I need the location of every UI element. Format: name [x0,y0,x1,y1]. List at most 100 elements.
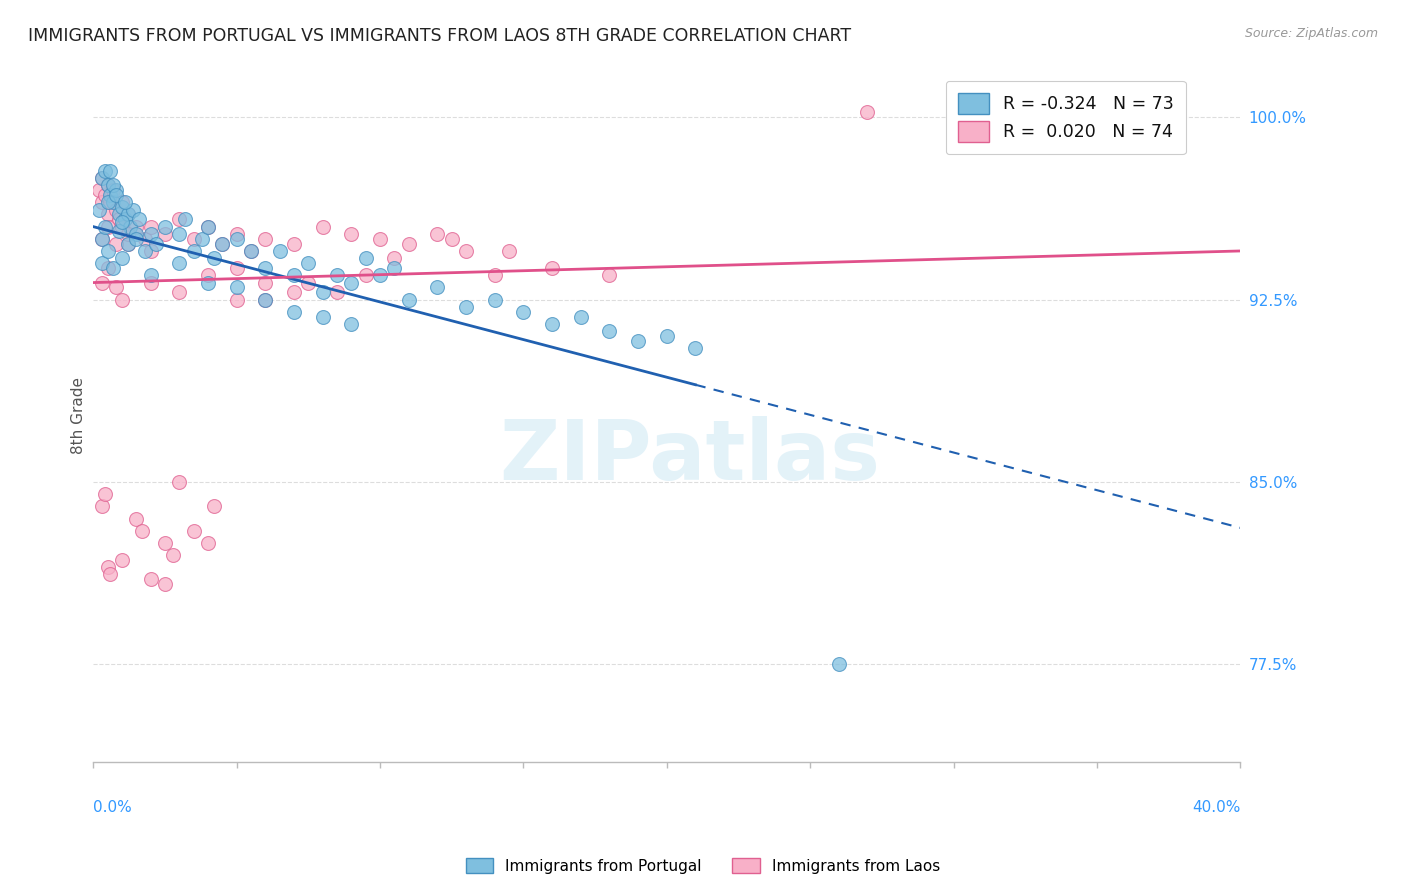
Point [202,252,225,266]
Point [105,183,128,197]
Point [856,105,879,120]
Point [100,188,122,202]
Point [254,232,277,246]
Point [120,219,142,234]
Point [569,310,592,324]
Point [685,341,707,355]
Point [90,232,112,246]
Point [134,232,156,246]
Point [426,280,449,294]
Text: 0.0%: 0.0% [93,800,132,815]
Point [139,219,162,234]
Text: IMMIGRANTS FROM PORTUGAL VS IMMIGRANTS FROM LAOS 8TH GRADE CORRELATION CHART: IMMIGRANTS FROM PORTUGAL VS IMMIGRANTS F… [28,27,851,45]
Point [197,536,219,550]
Point [111,215,134,229]
Point [100,163,122,178]
Point [202,500,225,514]
Point [354,252,377,266]
Point [96,207,118,221]
Point [398,236,420,251]
Point [90,195,112,210]
Point [96,178,118,193]
Point [254,276,277,290]
Text: 40.0%: 40.0% [1192,800,1240,815]
Point [122,202,145,217]
Point [254,260,277,275]
Point [139,268,162,283]
Y-axis label: 8th Grade: 8th Grade [72,376,86,454]
Point [167,285,190,300]
Point [484,293,506,307]
Point [225,260,247,275]
Point [96,178,118,193]
Point [90,256,112,270]
Point [498,244,520,258]
Point [105,188,128,202]
Point [108,207,131,221]
Point [627,334,650,348]
Point [191,232,214,246]
Point [197,219,219,234]
Point [153,577,176,591]
Point [105,280,128,294]
Point [239,244,262,258]
Point [128,212,150,227]
Point [512,305,534,319]
Point [108,225,131,239]
Point [225,280,247,294]
Legend: Immigrants from Portugal, Immigrants from Laos: Immigrants from Portugal, Immigrants fro… [460,852,946,880]
Legend: R = -0.324   N = 73, R =  0.020   N = 74: R = -0.324 N = 73, R = 0.020 N = 74 [946,80,1185,154]
Point [197,268,219,283]
Point [90,171,112,186]
Point [311,285,333,300]
Point [598,324,620,338]
Point [183,524,205,538]
Point [254,293,277,307]
Point [90,171,112,186]
Point [183,232,205,246]
Point [162,548,184,562]
Point [103,178,125,193]
Point [105,236,128,251]
Point [211,236,233,251]
Point [103,260,125,275]
Point [117,236,139,251]
Point [828,657,851,672]
Point [145,236,167,251]
Point [111,200,134,214]
Point [153,227,176,241]
Point [368,232,391,246]
Point [90,500,112,514]
Point [340,317,363,331]
Point [254,293,277,307]
Point [440,232,463,246]
Point [340,276,363,290]
Point [131,524,153,538]
Point [103,183,125,197]
Point [541,260,564,275]
Point [153,536,176,550]
Point [297,276,319,290]
Point [100,195,122,210]
Point [139,276,162,290]
Point [167,212,190,227]
Point [354,268,377,283]
Point [125,511,148,525]
Point [167,475,190,489]
Text: ZIPatlas: ZIPatlas [499,417,880,497]
Point [382,252,405,266]
Point [114,195,136,210]
Point [183,244,205,258]
Point [111,553,134,567]
Point [100,567,122,582]
Text: Source: ZipAtlas.com: Source: ZipAtlas.com [1244,27,1378,40]
Point [134,244,156,258]
Point [297,256,319,270]
Point [93,487,115,501]
Point [96,244,118,258]
Point [153,219,176,234]
Point [96,560,118,574]
Point [93,188,115,202]
Point [117,207,139,221]
Point [105,202,128,217]
